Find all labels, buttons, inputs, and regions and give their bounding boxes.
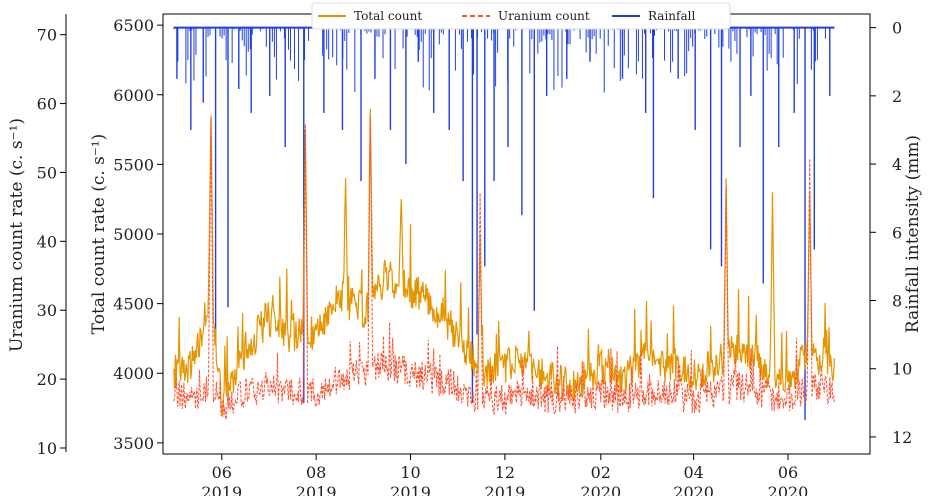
y-total-tick-label: 6500 bbox=[113, 16, 154, 35]
x-tick-label-month: 06 bbox=[778, 463, 798, 482]
x-tick-label-year: 2020 bbox=[768, 483, 809, 496]
x-tick-label-year: 2019 bbox=[485, 483, 526, 496]
y-total-tick-label: 5000 bbox=[113, 225, 154, 244]
legend: Total count Uranium count Rainfall bbox=[311, 2, 731, 30]
y-uranium-tick-label: 70 bbox=[37, 26, 57, 45]
y-rain-tick-label: 8 bbox=[892, 292, 902, 311]
y-uranium-tick-label: 10 bbox=[37, 439, 57, 458]
axes-layer: 0620190820191020191220190220200420200620… bbox=[7, 13, 923, 496]
y-total-tick-label: 5500 bbox=[113, 155, 154, 174]
x-tick-label-year: 2019 bbox=[296, 483, 337, 496]
x-tick-label-year: 2020 bbox=[673, 483, 714, 496]
y-uranium-tick-label: 60 bbox=[37, 95, 57, 114]
y-rain-tick-label: 0 bbox=[892, 19, 902, 38]
series-rainfall bbox=[173, 26, 835, 420]
y-uranium-tick-label: 30 bbox=[37, 301, 57, 320]
y-total-tick-label: 4500 bbox=[113, 295, 154, 314]
x-tick-label-month: 08 bbox=[306, 463, 326, 482]
x-tick-label-month: 12 bbox=[495, 463, 515, 482]
x-tick-label-month: 10 bbox=[400, 463, 420, 482]
y-rain-axis-label: Rainfall intensity (mm) bbox=[903, 135, 923, 333]
x-tick-label-year: 2019 bbox=[201, 483, 242, 496]
legend-box bbox=[311, 2, 731, 30]
y-uranium-axis-label: Uranium count rate (c. s⁻¹) bbox=[7, 118, 27, 352]
y-total-tick-label: 4000 bbox=[113, 364, 154, 383]
x-tick-label-year: 2020 bbox=[580, 483, 621, 496]
y-rain-tick-label: 6 bbox=[892, 223, 902, 242]
x-tick-label-month: 06 bbox=[212, 463, 232, 482]
data-layer bbox=[173, 26, 835, 420]
legend-label: Uranium count bbox=[498, 9, 590, 23]
y-uranium-tick-label: 20 bbox=[37, 370, 57, 389]
y-rain-tick-label: 10 bbox=[892, 360, 912, 379]
y-total-tick-label: 6000 bbox=[113, 86, 154, 105]
x-tick-label-month: 04 bbox=[683, 463, 703, 482]
y-rain-tick-label: 12 bbox=[892, 428, 912, 447]
legend-label: Rainfall bbox=[648, 9, 695, 23]
x-tick-label-year: 2019 bbox=[390, 483, 431, 496]
x-tick-label-month: 02 bbox=[591, 463, 611, 482]
y-total-axis-label: Total count rate (c. s⁻¹) bbox=[89, 134, 109, 335]
y-uranium-tick-label: 40 bbox=[37, 232, 57, 251]
y-uranium-tick-label: 50 bbox=[37, 163, 57, 182]
legend-label: Total count bbox=[354, 9, 422, 23]
y-rain-tick-label: 4 bbox=[892, 155, 902, 174]
y-rain-tick-label: 2 bbox=[892, 87, 902, 106]
series-uranium-count bbox=[173, 117, 835, 420]
y-total-tick-label: 3500 bbox=[113, 434, 154, 453]
